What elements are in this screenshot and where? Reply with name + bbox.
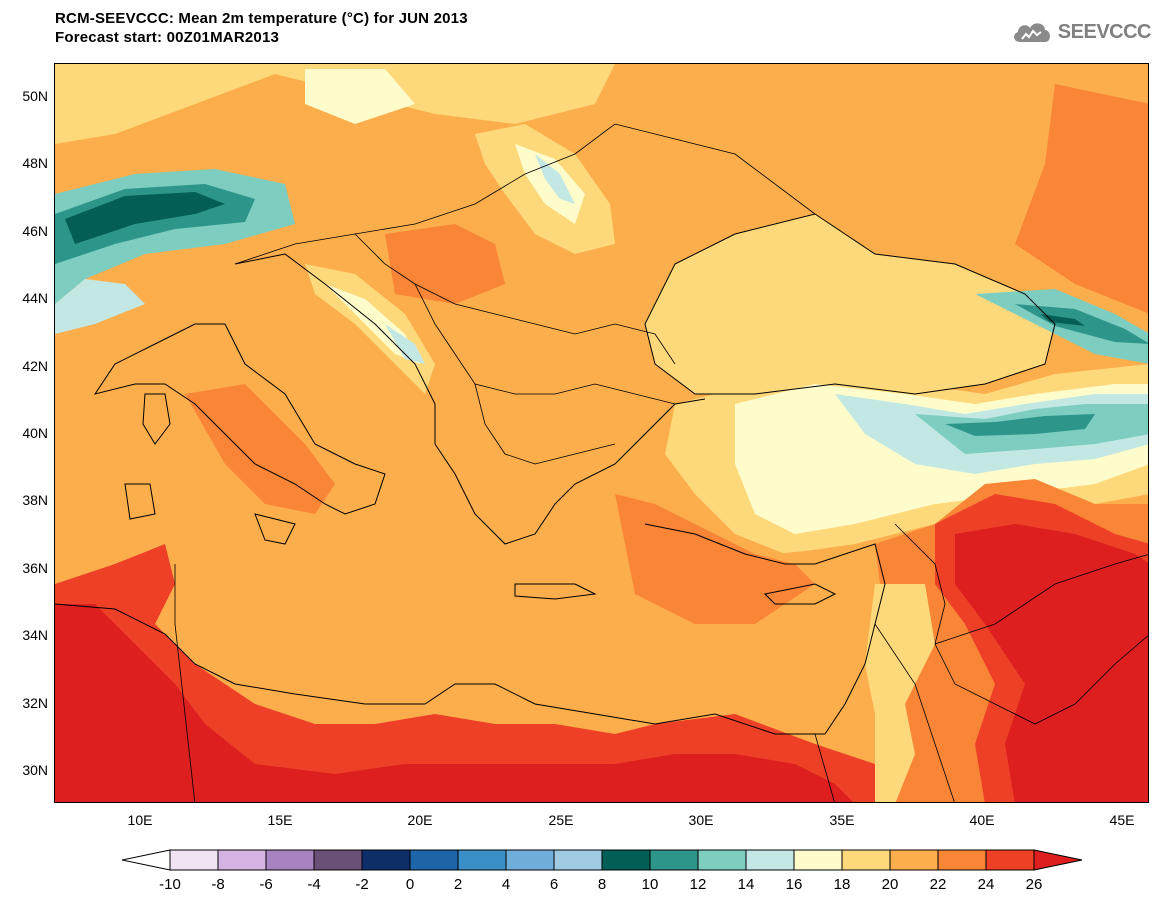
- seevccc-logo: SEEVCCC: [1010, 18, 1152, 46]
- colorbar-label: -10: [159, 876, 181, 893]
- chart-title-block: RCM-SEEVCCC: Mean 2m temperature (°C) fo…: [55, 9, 468, 47]
- chart-subtitle: Forecast start: 00Z01MAR2013: [55, 29, 280, 46]
- colorbar-label: 14: [737, 876, 755, 893]
- lat-tick-label: 36N: [22, 560, 48, 576]
- colorbar-swatch: [361, 849, 411, 871]
- cloud-icon: [1013, 23, 1050, 42]
- lat-tick-label: 50N: [22, 88, 48, 104]
- lon-tick-label: 35E: [829, 812, 855, 828]
- colorbar-label: -8: [211, 876, 225, 893]
- colorbar-label: -6: [259, 876, 273, 893]
- colorbar-label: 0: [405, 876, 415, 893]
- lat-tick-label: 42N: [22, 358, 48, 374]
- colorbar-swatch: [409, 849, 459, 871]
- colorbar-label: 16: [785, 876, 803, 893]
- colorbar-label: 22: [929, 876, 947, 893]
- colorbar-swatch: [505, 849, 555, 871]
- lon-tick-label: 40E: [969, 812, 995, 828]
- colorbar-swatch: [457, 849, 507, 871]
- colorbar-label: 26: [1025, 876, 1043, 893]
- colorbar-swatch: [793, 849, 843, 871]
- colorbar-swatch: [601, 849, 651, 871]
- lat-tick-label: 38N: [22, 492, 48, 508]
- colorbar: [121, 849, 1083, 871]
- colorbar-label: 20: [881, 876, 899, 893]
- lat-tick-label: 30N: [22, 762, 48, 778]
- colorbar-over-triangle: [1033, 849, 1083, 871]
- lat-tick-label: 32N: [22, 695, 48, 711]
- colorbar-label: 12: [689, 876, 707, 893]
- chart-title: RCM-SEEVCCC: Mean 2m temperature (°C) fo…: [55, 10, 468, 27]
- lat-tick-label: 44N: [22, 290, 48, 306]
- colorbar-label: -2: [355, 876, 369, 893]
- colorbar-swatch: [313, 849, 363, 871]
- colorbar-label: 2: [453, 876, 463, 893]
- lon-tick-label: 30E: [688, 812, 714, 828]
- lon-tick-label: 20E: [407, 812, 433, 828]
- colorbar-label: 10: [641, 876, 659, 893]
- lon-tick-label: 25E: [548, 812, 574, 828]
- colorbar-swatch: [649, 849, 699, 871]
- colorbar-label: 18: [833, 876, 851, 893]
- lon-tick-label: 45E: [1109, 812, 1135, 828]
- colorbar-label: 8: [597, 876, 607, 893]
- lon-tick-label: 15E: [267, 812, 293, 828]
- colorbar-swatch: [169, 849, 219, 871]
- lat-tick-label: 46N: [22, 223, 48, 239]
- logo-text: SEEVCCC: [1057, 20, 1152, 43]
- colorbar-swatch: [217, 849, 267, 871]
- colorbar-under-triangle: [121, 849, 171, 871]
- colorbar-swatch: [265, 849, 315, 871]
- colorbar-swatch: [985, 849, 1035, 871]
- colorbar-swatch: [889, 849, 939, 871]
- colorbar-swatch: [937, 849, 987, 871]
- colorbar-swatch: [841, 849, 891, 871]
- colorbar-swatch: [745, 849, 795, 871]
- lat-tick-label: 48N: [22, 155, 48, 171]
- colorbar-label: -4: [307, 876, 321, 893]
- lon-tick-label: 10E: [127, 812, 153, 828]
- colorbar-label: 6: [549, 876, 559, 893]
- colorbar-label: 24: [977, 876, 995, 893]
- map-frame: [54, 63, 1149, 803]
- colorbar-swatch: [553, 849, 603, 871]
- lat-tick-label: 40N: [22, 425, 48, 441]
- lat-tick-label: 34N: [22, 627, 48, 643]
- temperature-map: [55, 64, 1148, 802]
- colorbar-label: 4: [501, 876, 511, 893]
- colorbar-swatch: [697, 849, 747, 871]
